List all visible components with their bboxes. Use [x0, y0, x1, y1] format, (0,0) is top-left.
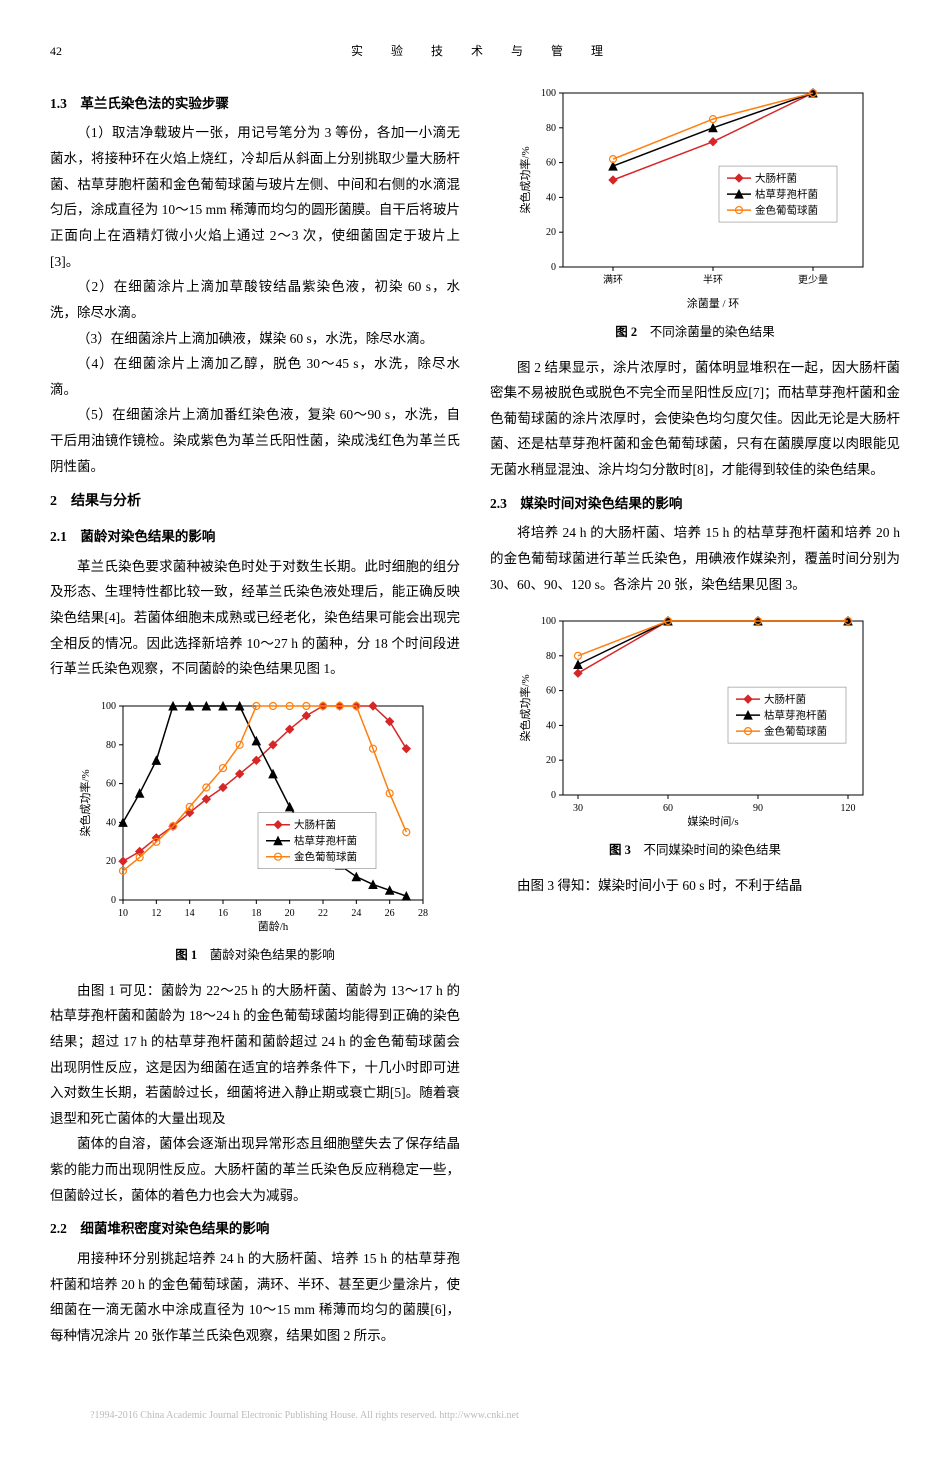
- svg-text:28: 28: [418, 908, 428, 919]
- figure-1-caption: 图 1 菌龄对染色结果的影响: [50, 944, 460, 968]
- svg-text:10: 10: [118, 908, 128, 919]
- svg-text:26: 26: [385, 908, 395, 919]
- p-2-1-1: 革兰氏染色要求菌种被染色时处于对数生长期。此时细胞的组分及形态、生理特性都比较一…: [50, 554, 460, 682]
- section-2-1-title: 2.1 菌龄对染色结果的影响: [50, 524, 460, 550]
- section-1-3-title: 1.3 革兰氏染色法的实验步骤: [50, 91, 460, 117]
- section-2-title: 2 结果与分析: [50, 489, 460, 516]
- page-header: 42 实 验 技 术 与 管 理: [50, 40, 900, 63]
- svg-text:12: 12: [151, 908, 161, 919]
- svg-text:20: 20: [285, 908, 295, 919]
- svg-text:40: 40: [106, 817, 116, 828]
- svg-text:40: 40: [546, 192, 556, 203]
- section-2-2-title: 2.2 细菌堆积密度对染色结果的影响: [50, 1216, 460, 1242]
- svg-text:30: 30: [573, 803, 583, 814]
- p-1-3-2: （2）在细菌涂片上滴加草酸铵结晶紫染色液，初染 60 s，水洗，除尽水滴。: [50, 274, 460, 325]
- p-2-2-2: 图 2 结果显示，涂片浓厚时，菌体明显堆积在一起，因大肠杆菌密集不易被脱色或脱色…: [490, 355, 900, 483]
- p-2-3-1: 将培养 24 h 的大肠杆菌、培养 15 h 的枯草芽孢杆菌和培养 20 h 的…: [490, 520, 900, 597]
- figure-3-caption: 图 3 不同媒染时间的染色结果: [490, 839, 900, 863]
- svg-text:100: 100: [541, 616, 556, 627]
- svg-text:金色葡萄球菌: 金色葡萄球菌: [755, 203, 818, 216]
- svg-text:金色葡萄球菌: 金色葡萄球菌: [294, 850, 357, 863]
- svg-text:0: 0: [111, 895, 116, 906]
- page-number: 42: [50, 40, 62, 63]
- svg-text:14: 14: [185, 908, 195, 919]
- svg-text:枯草芽孢杆菌: 枯草芽孢杆菌: [755, 187, 818, 200]
- svg-text:满环: 满环: [603, 274, 623, 286]
- svg-text:60: 60: [546, 157, 556, 168]
- figure-2-caption: 图 2 不同涂菌量的染色结果: [490, 321, 900, 345]
- svg-text:染色成功率/%: 染色成功率/%: [78, 769, 92, 836]
- svg-text:媒染时间/s: 媒染时间/s: [687, 814, 738, 828]
- content-columns: 1.3 革兰氏染色法的实验步骤 （1）取洁净载玻片一张，用记号笔分为 3 等份，…: [50, 83, 900, 1423]
- figure-1-chart: 0 20 40 60 80 100 10 12 14 16 18 20 22 24 26 28 染色成功率/% 菌…: [75, 696, 435, 936]
- svg-text:90: 90: [753, 803, 763, 814]
- figure-3: 0 20 40 60 80 100 30 60 90 120 染色成功率/% 媒染时间/s 大肠杆菌枯草…: [490, 611, 900, 863]
- svg-text:40: 40: [546, 721, 556, 732]
- svg-text:20: 20: [546, 227, 556, 238]
- svg-text:染色成功率/%: 染色成功率/%: [518, 146, 532, 213]
- journal-title: 实 验 技 术 与 管 理: [351, 40, 611, 63]
- svg-text:枯草芽孢杆菌: 枯草芽孢杆菌: [764, 709, 827, 722]
- p-2-3-2: 由图 3 得知：媒染时间小于 60 s 时，不利于结晶: [490, 873, 900, 899]
- figure-1: 0 20 40 60 80 100 10 12 14 16 18 20 22 24 26 28 染色成功率/% 菌…: [50, 696, 460, 968]
- svg-text:半环: 半环: [703, 273, 723, 286]
- figure-2: 0 20 40 60 80 100 满环 半环 更少量 染色成功率/% 涂菌量 / 环 大肠杆菌枯草芽…: [490, 83, 900, 345]
- figure-2-chart: 0 20 40 60 80 100 满环 半环 更少量 染色成功率/% 涂菌量 / 环 大肠杆菌枯草芽…: [515, 83, 875, 313]
- p-1-3-5: （5）在细菌涂片上滴加番红染色液，复染 60～90 s，水洗，自干后用油镜作镜检…: [50, 402, 460, 479]
- svg-text:22: 22: [318, 908, 328, 919]
- watermark-text: ?1994-2016 China Academic Journal Electr…: [90, 1406, 519, 1425]
- svg-text:大肠杆菌: 大肠杆菌: [294, 818, 336, 831]
- svg-text:60: 60: [546, 686, 556, 697]
- p-1-3-4: （4）在细菌涂片上滴加乙醇，脱色 30～45 s，水洗，除尽水滴。: [50, 351, 460, 402]
- p-2-1-2: 由图 1 可见：菌龄为 22～25 h 的大肠杆菌、菌龄为 13～17 h 的枯…: [50, 978, 460, 1132]
- svg-text:18: 18: [251, 908, 261, 919]
- p-2-2-1: 用接种环分别挑起培养 24 h 的大肠杆菌、培养 15 h 的枯草芽孢杆菌和培养…: [50, 1246, 460, 1349]
- svg-text:更少量: 更少量: [798, 274, 828, 286]
- svg-text:60: 60: [106, 778, 116, 789]
- svg-text:24: 24: [351, 908, 361, 919]
- p-1-3-1: （1）取洁净载玻片一张，用记号笔分为 3 等份，各加一小滴无菌水，将接种环在火焰…: [50, 120, 460, 274]
- svg-text:80: 80: [546, 123, 556, 134]
- svg-text:20: 20: [106, 856, 116, 867]
- svg-text:100: 100: [541, 88, 556, 99]
- svg-text:0: 0: [551, 790, 556, 801]
- svg-text:80: 80: [106, 740, 116, 751]
- svg-text:菌龄/h: 菌龄/h: [258, 919, 289, 933]
- svg-text:16: 16: [218, 908, 228, 919]
- p-col2-1: 菌体的自溶，菌体会逐渐出现异常形态且细胞壁失去了保存结晶紫的能力而出现阴性反应。…: [50, 1131, 460, 1208]
- svg-text:0: 0: [551, 262, 556, 273]
- svg-text:染色成功率/%: 染色成功率/%: [518, 675, 532, 742]
- svg-text:大肠杆菌: 大肠杆菌: [764, 693, 806, 706]
- figure-3-chart: 0 20 40 60 80 100 30 60 90 120 染色成功率/% 媒染时间/s 大肠杆菌枯草…: [515, 611, 875, 831]
- svg-text:金色葡萄球菌: 金色葡萄球菌: [764, 725, 827, 738]
- svg-text:80: 80: [546, 651, 556, 662]
- svg-text:60: 60: [663, 803, 673, 814]
- svg-text:枯草芽孢杆菌: 枯草芽孢杆菌: [294, 834, 357, 847]
- svg-text:100: 100: [101, 701, 116, 712]
- section-2-3-title: 2.3 媒染时间对染色结果的影响: [490, 491, 900, 517]
- svg-text:涂菌量 / 环: 涂菌量 / 环: [687, 296, 740, 310]
- svg-text:大肠杆菌: 大肠杆菌: [755, 171, 797, 184]
- p-1-3-3: （3）在细菌涂片上滴加碘液，媒染 60 s，水洗，除尽水滴。: [50, 326, 460, 352]
- svg-text:20: 20: [546, 756, 556, 767]
- svg-text:120: 120: [841, 803, 856, 814]
